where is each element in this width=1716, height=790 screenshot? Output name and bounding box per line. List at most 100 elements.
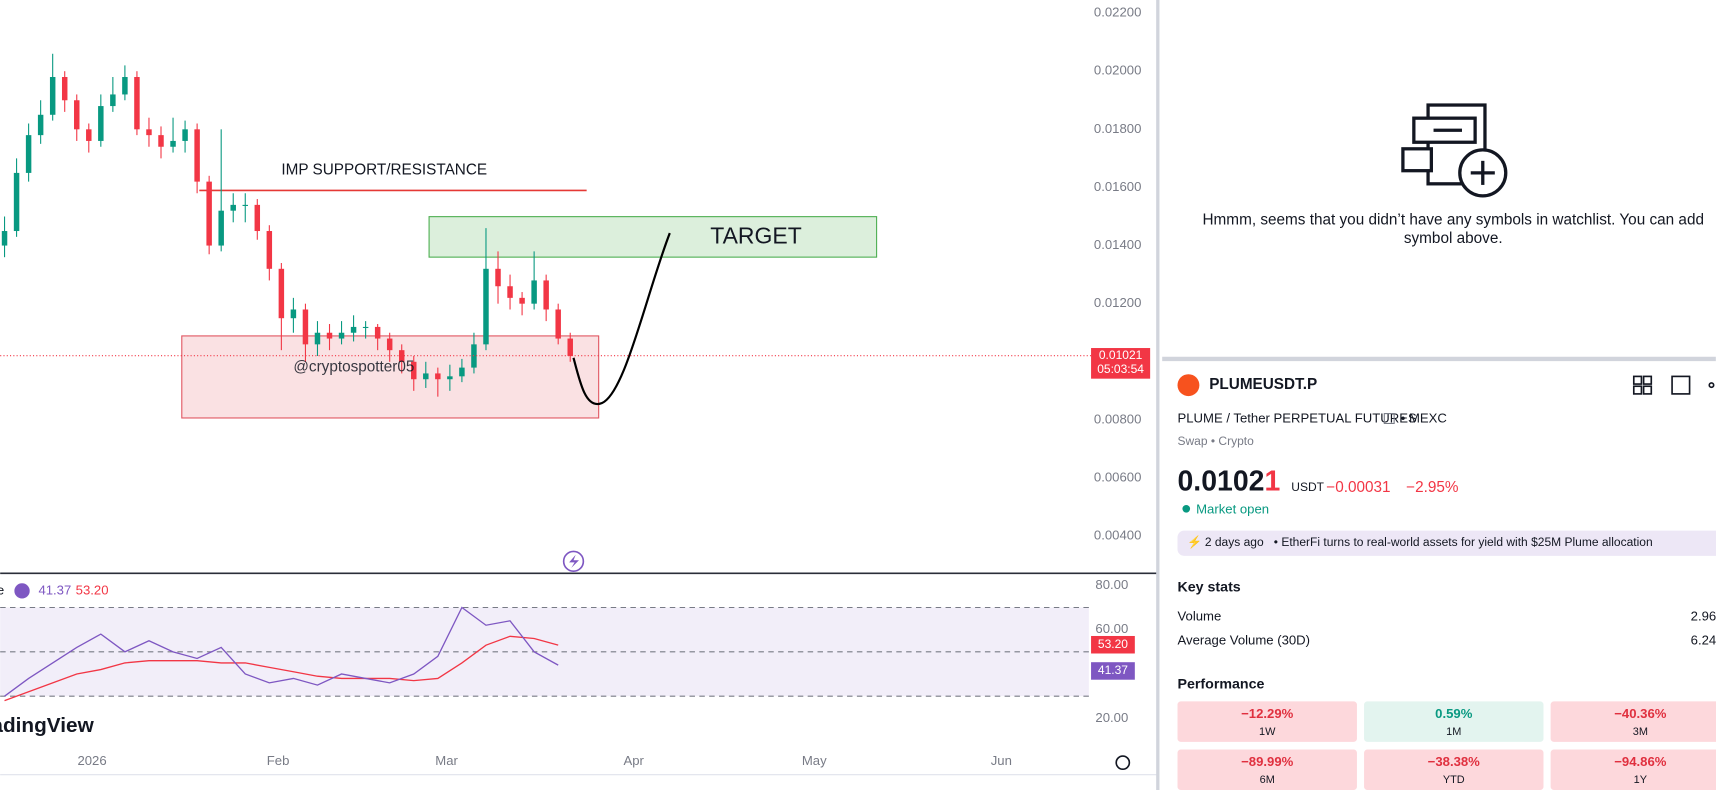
stat-name: Volume [1178,609,1222,624]
candle-body [278,268,285,319]
change-pct: −2.95% [1406,479,1459,496]
price-main: 0.0102 [1178,465,1265,497]
perf-tile[interactable] [1550,749,1716,790]
rsi-value-box [1091,635,1135,654]
candle-body [435,373,441,380]
ticker: PLUMEUSDT.P [1209,376,1317,393]
candle-body [218,210,224,246]
candle-body [290,309,297,319]
price-tick-label: 0.02200 [1094,5,1141,20]
support-label: IMP SUPPORT/RESISTANCE [281,162,487,179]
candle-body [74,100,80,130]
candle-body [423,373,429,380]
candle-body [302,309,309,345]
status-dot [1182,504,1191,513]
candle-body [242,204,248,206]
rsi-value-box [1091,662,1135,680]
rsi-tick-label: 20.00 [1095,710,1128,725]
last-price-label: 0.01021 [1099,348,1143,362]
candle-body [362,326,369,329]
toolbar-icons[interactable] [1632,375,1715,395]
candle-body [266,231,273,269]
external-link-icon[interactable] [1383,413,1395,424]
watchlist-message-box: Hmmm, seems that you didn’t have any sym… [1202,210,1704,247]
candle-body [182,129,188,141]
key-stats-title: Key stats [1178,579,1241,595]
perf-tile[interactable] [1364,749,1544,790]
performance-title: Performance [1178,677,1265,693]
rsi-ma-line [4,635,559,702]
rsi-value-label: 41.37 [1098,663,1128,677]
price-tick-label: 0.00800 [1094,411,1141,426]
news-age: 2 days ago [1205,535,1264,549]
price-tick-label: 0.01800 [1094,121,1141,136]
perf-period: 1W [1259,726,1276,738]
price-last-digit: 1 [1264,465,1280,497]
stat-value: 6.24 [1691,633,1716,648]
x-tick-label: Feb [267,753,290,768]
candle-body [61,77,68,101]
price-tick-label: 0.02000 [1094,63,1141,78]
rsi-tick-label: 60.00 [1095,621,1128,636]
perf-value: −94.86% [1614,754,1667,769]
candle-body [314,332,321,345]
candle-body [531,280,537,304]
candle-body [447,376,453,380]
watermark: @cryptospotter05 [293,359,414,376]
perf-value: −40.36% [1614,706,1667,721]
candle-body [555,309,561,339]
candle-body [374,326,381,339]
ma-legend-value: 53.20 [76,582,109,597]
x-tick-label: Mar [435,753,458,768]
rsi-legend-value: 41.37 [38,582,71,597]
candle-body [459,367,465,377]
settings-icon[interactable] [1115,755,1131,771]
candle-body [13,172,20,232]
perf-value: −89.99% [1241,754,1294,769]
exchange: • MEXC [1401,411,1447,426]
candle-body [98,106,104,141]
candle-body [350,326,357,333]
symbol-description: PLUME / Tether PERPETUAL FUTURES [1178,411,1417,426]
rsi-legend-name: e [0,582,4,597]
candle-body [206,181,212,246]
candle-body [338,332,345,339]
chart-pane: IMP SUPPORT/RESISTANCE TARGET [1,53,878,419]
news-bar[interactable] [1177,530,1716,556]
candle-body [49,77,56,115]
candle-body [519,297,525,304]
candle-body [230,204,236,211]
candle-body [158,135,164,147]
perf-value: −12.29% [1241,706,1294,721]
news-icon: ⚡ [1187,535,1202,550]
candle-body [170,140,176,147]
candle-body [25,135,32,173]
candle-body [37,114,44,136]
countdown: 05:03:54 [1097,362,1144,376]
watchlist-message: Hmmm, seems that you didn’t have any sym… [1202,210,1704,247]
perf-period: 1Y [1634,774,1648,786]
symbol-icon [1177,374,1200,397]
rsi-tick-label: 80.00 [1095,577,1128,592]
price-tick-label: 0.01600 [1094,179,1141,194]
rsi-legend-icon[interactable] [14,583,30,599]
candle-body [86,129,92,141]
change: −0.00031 [1326,479,1390,496]
market-status: Market open [1196,501,1269,516]
x-tick-label: 2026 [77,753,106,768]
price-tick-label: 0.01400 [1094,237,1141,252]
currency: USDT [1291,480,1324,494]
candle-body [386,338,393,351]
perf-tile[interactable] [1177,701,1357,742]
perf-tile[interactable] [1177,749,1357,790]
candle-body [134,77,140,130]
perf-tile[interactable] [1550,701,1716,742]
price: 0.01021 [1178,465,1281,497]
event-icon[interactable] [562,550,585,572]
candle-body [495,268,501,287]
perf-period: 6M [1260,774,1275,786]
stat-value: 2.96 [1691,609,1716,624]
perf-tile[interactable] [1364,701,1544,742]
perf-period: 1M [1446,726,1461,738]
